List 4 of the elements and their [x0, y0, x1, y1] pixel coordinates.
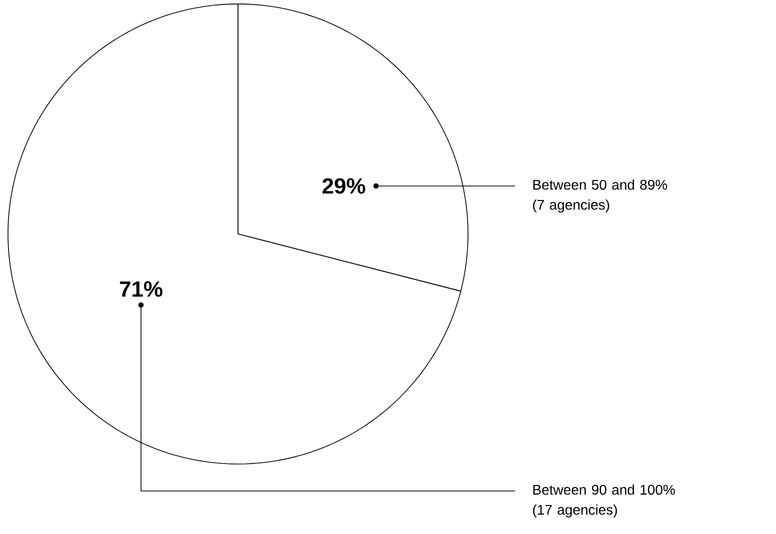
slice-label: Between 50 and 89% (7 agencies): [533, 179, 668, 213]
data-label: 29%: [322, 178, 366, 194]
data-label: 71%: [120, 281, 162, 297]
slice-label: Between 90 and 100% (17 agencies): [533, 484, 675, 518]
